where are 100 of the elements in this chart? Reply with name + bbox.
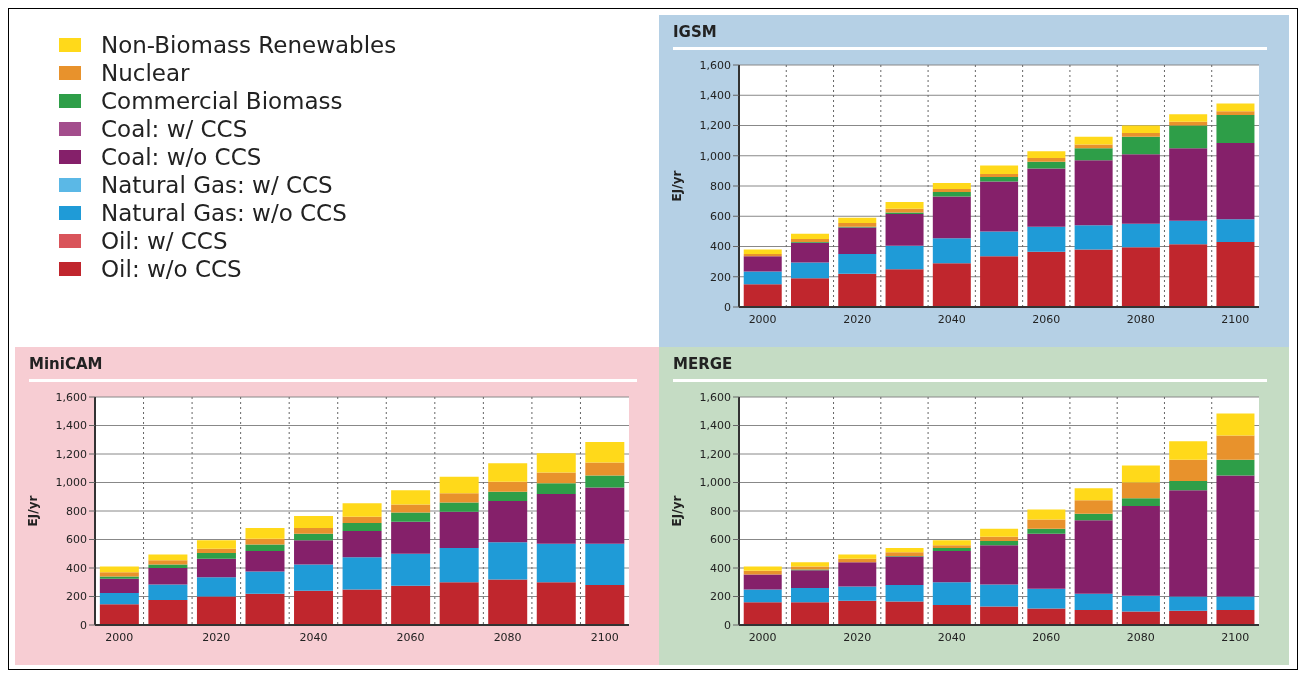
bar [1121, 482, 1160, 499]
y-tick-label: 600 [710, 210, 731, 224]
y-tick-label: 1,600 [55, 390, 87, 404]
bar [196, 540, 236, 549]
chart-title: MiniCAM [29, 355, 103, 373]
bar [585, 487, 625, 544]
bar [838, 217, 877, 224]
bar [294, 528, 334, 534]
bar [791, 233, 829, 239]
bar [1121, 133, 1160, 137]
bar [196, 548, 236, 554]
legend-label: Oil: w/ CCS [101, 228, 228, 254]
bar [536, 453, 576, 473]
y-tick-label: 0 [80, 618, 87, 632]
bar [932, 540, 971, 546]
bar [1169, 441, 1208, 460]
bar [294, 533, 334, 541]
bar [536, 483, 576, 494]
bar [838, 586, 877, 601]
bar [439, 476, 479, 494]
x-tick-label: 2100 [1221, 312, 1250, 326]
bar [585, 441, 625, 463]
bar [1121, 154, 1160, 224]
bar [932, 182, 971, 190]
bar [342, 589, 382, 625]
bar [391, 553, 431, 586]
bar [1216, 475, 1255, 597]
bar [932, 263, 971, 307]
bar [1027, 519, 1066, 529]
bar [1216, 596, 1255, 611]
bar [885, 585, 924, 602]
bar [1169, 481, 1208, 491]
bar [1074, 148, 1113, 161]
bar [245, 550, 285, 572]
bar [1216, 413, 1255, 436]
bar [585, 543, 625, 586]
bar [196, 596, 236, 625]
bar [743, 256, 782, 272]
bar [439, 502, 479, 512]
y-tick-label: 200 [710, 270, 731, 284]
bar [885, 245, 924, 270]
bar [1216, 435, 1255, 460]
bar [536, 543, 576, 583]
bar [342, 523, 382, 531]
bar [1121, 136, 1160, 155]
bar [488, 491, 528, 502]
y-tick-label: 400 [66, 561, 87, 575]
bar [1216, 241, 1255, 307]
y-tick-label: 200 [66, 590, 87, 604]
y-tick-label: 400 [710, 561, 731, 575]
bar [148, 564, 188, 568]
chart-title: MERGE [673, 355, 733, 373]
bar [1169, 220, 1208, 245]
bar [1074, 520, 1113, 594]
legend-label: Oil: w/o CCS [101, 256, 242, 282]
bar [488, 463, 528, 482]
y-tick-label: 800 [66, 504, 87, 518]
bar [99, 576, 139, 579]
x-tick-label: 2000 [748, 312, 777, 326]
bar [196, 553, 236, 559]
bar [932, 605, 971, 625]
bar [245, 593, 285, 625]
y-tick-label: 1,000 [55, 476, 87, 490]
x-tick-label: 2020 [843, 630, 872, 644]
bar [980, 528, 1019, 537]
bar [1121, 611, 1160, 625]
bar [245, 528, 285, 539]
bar [1216, 219, 1255, 242]
bar [838, 254, 877, 274]
bar [1169, 459, 1208, 482]
bar [838, 600, 877, 625]
bar [743, 589, 782, 603]
bar [99, 592, 139, 605]
y-axis-title: EJ/yr [26, 495, 41, 527]
bar [196, 577, 236, 597]
bar [488, 542, 528, 580]
bar [536, 493, 576, 544]
bar [791, 587, 829, 603]
legend-label: Natural Gas: w/o CCS [101, 200, 347, 226]
bar [838, 227, 877, 255]
bar [838, 562, 877, 587]
bar [1074, 488, 1113, 501]
bar [1074, 513, 1113, 521]
bar [148, 554, 188, 561]
bar [1216, 111, 1255, 115]
bar [439, 493, 479, 503]
bar [1169, 490, 1208, 597]
bar [342, 516, 382, 524]
bar [148, 568, 188, 585]
bar [1074, 144, 1113, 149]
bar [342, 557, 382, 590]
bar [1121, 125, 1160, 134]
bar [148, 560, 188, 565]
y-tick-label: 1,200 [699, 447, 731, 461]
bar [980, 165, 1019, 174]
bar [1027, 226, 1066, 252]
bar [885, 548, 924, 553]
bar [1074, 136, 1113, 145]
y-axis-title: EJ/yr [670, 170, 685, 202]
bar [980, 256, 1019, 307]
